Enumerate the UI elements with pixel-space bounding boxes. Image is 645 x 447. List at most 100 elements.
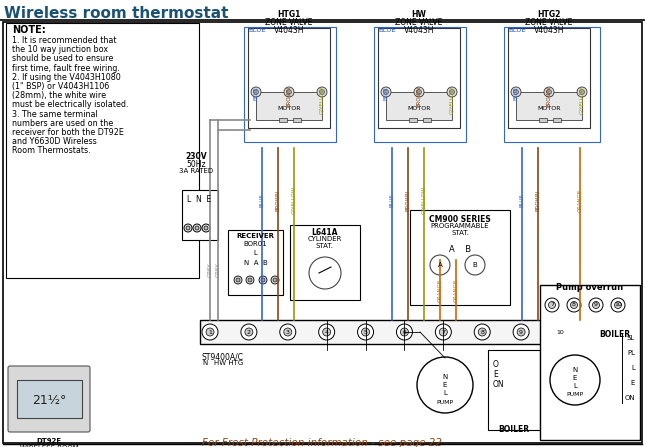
- Circle shape: [615, 301, 622, 308]
- Text: L  N  E: L N E: [187, 195, 212, 204]
- Circle shape: [474, 324, 490, 340]
- Text: L: L: [253, 250, 257, 256]
- Circle shape: [579, 89, 584, 94]
- Bar: [293, 118, 301, 122]
- Circle shape: [552, 324, 568, 340]
- Circle shape: [271, 276, 279, 284]
- Text: BOILER: BOILER: [599, 330, 630, 339]
- Bar: [374, 27, 466, 142]
- Text: WIRELESS ROOM: WIRELESS ROOM: [19, 445, 79, 447]
- Bar: [508, 28, 590, 128]
- Circle shape: [447, 87, 457, 97]
- Bar: [17, 380, 82, 418]
- Circle shape: [253, 89, 259, 94]
- Text: HTG2: HTG2: [537, 10, 561, 19]
- Bar: [290, 225, 360, 300]
- Circle shape: [397, 324, 412, 340]
- Text: For Frost Protection information - see page 22: For Frost Protection information - see p…: [202, 438, 442, 447]
- Text: 21½°: 21½°: [32, 393, 66, 406]
- Text: ZONE VALVE: ZONE VALVE: [525, 18, 573, 27]
- Circle shape: [234, 276, 242, 284]
- Circle shape: [206, 328, 214, 336]
- Bar: [540, 285, 640, 440]
- Bar: [539, 118, 547, 122]
- Bar: [182, 190, 218, 240]
- Circle shape: [439, 328, 448, 336]
- Bar: [553, 118, 561, 122]
- Circle shape: [322, 328, 331, 336]
- Text: V4043H: V4043H: [534, 26, 564, 35]
- Text: BROWN: BROWN: [546, 86, 551, 107]
- Circle shape: [611, 298, 625, 312]
- Circle shape: [384, 89, 388, 94]
- Text: BROWN: BROWN: [417, 86, 421, 107]
- Circle shape: [319, 89, 324, 94]
- Circle shape: [567, 298, 581, 312]
- Circle shape: [204, 226, 208, 230]
- Text: BLUE: BLUE: [519, 193, 524, 207]
- Circle shape: [195, 226, 199, 230]
- Text: BLUE: BLUE: [390, 193, 395, 207]
- Text: first time, fault free wiring.: first time, fault free wiring.: [12, 63, 120, 72]
- Text: GREY: GREY: [208, 263, 212, 277]
- Text: E: E: [631, 380, 635, 386]
- Circle shape: [577, 87, 587, 97]
- Text: (1" BSP) or V4043H1106: (1" BSP) or V4043H1106: [12, 82, 109, 91]
- Text: 50Hz: 50Hz: [186, 160, 206, 169]
- Circle shape: [450, 89, 455, 94]
- Text: 8: 8: [572, 303, 576, 308]
- Circle shape: [284, 87, 294, 97]
- Text: 4: 4: [324, 329, 329, 334]
- Text: 2: 2: [247, 329, 251, 334]
- Text: CM900 SERIES: CM900 SERIES: [429, 215, 491, 224]
- Text: BOR01: BOR01: [244, 241, 268, 247]
- Circle shape: [184, 224, 192, 232]
- Text: G/YELLOW: G/YELLOW: [579, 86, 584, 114]
- Text: A: A: [437, 262, 442, 268]
- Circle shape: [478, 328, 486, 336]
- Text: receiver for both the DT92E: receiver for both the DT92E: [12, 128, 124, 137]
- Circle shape: [570, 301, 577, 308]
- Text: PUMP: PUMP: [566, 392, 584, 396]
- Circle shape: [236, 278, 240, 282]
- Text: L: L: [443, 390, 447, 396]
- Text: Room Thermostats.: Room Thermostats.: [12, 147, 91, 156]
- Text: MOTOR: MOTOR: [407, 106, 431, 111]
- Text: 3A RATED: 3A RATED: [179, 168, 213, 174]
- Text: L: L: [631, 365, 635, 371]
- Bar: [279, 118, 287, 122]
- Text: and Y6630D Wireless: and Y6630D Wireless: [12, 137, 97, 146]
- Bar: [378, 28, 460, 128]
- Text: N: N: [442, 374, 448, 380]
- Circle shape: [251, 87, 261, 97]
- Circle shape: [193, 224, 201, 232]
- Bar: [6, 23, 199, 278]
- Bar: [248, 28, 330, 128]
- Text: BLUE: BLUE: [384, 86, 388, 100]
- Circle shape: [309, 257, 341, 289]
- Text: G/YELLOW: G/YELLOW: [421, 186, 426, 214]
- Circle shape: [417, 357, 473, 413]
- Text: CYLINDER: CYLINDER: [308, 236, 342, 242]
- Text: STAT.: STAT.: [316, 243, 334, 249]
- Text: 10: 10: [556, 329, 564, 334]
- Text: 9: 9: [594, 303, 598, 308]
- Circle shape: [241, 324, 257, 340]
- Circle shape: [246, 276, 254, 284]
- Text: 2. If using the V4043H1080: 2. If using the V4043H1080: [12, 73, 121, 82]
- Text: G/YELLOW: G/YELLOW: [292, 186, 297, 214]
- Text: 1: 1: [208, 329, 212, 334]
- Text: BROWN: BROWN: [406, 190, 410, 211]
- Circle shape: [202, 324, 218, 340]
- Bar: [244, 27, 336, 142]
- Bar: [256, 92, 322, 120]
- Text: 10: 10: [614, 303, 622, 308]
- Circle shape: [430, 255, 450, 275]
- Bar: [228, 230, 283, 295]
- Text: MOTOR: MOTOR: [537, 106, 561, 111]
- Text: G/YELLOW: G/YELLOW: [450, 86, 455, 114]
- Bar: [410, 210, 510, 305]
- Text: BLUE: BLUE: [253, 86, 259, 100]
- Text: 1. It is recommended that: 1. It is recommended that: [12, 36, 117, 45]
- Text: PROGRAMMABLE: PROGRAMMABLE: [431, 223, 490, 229]
